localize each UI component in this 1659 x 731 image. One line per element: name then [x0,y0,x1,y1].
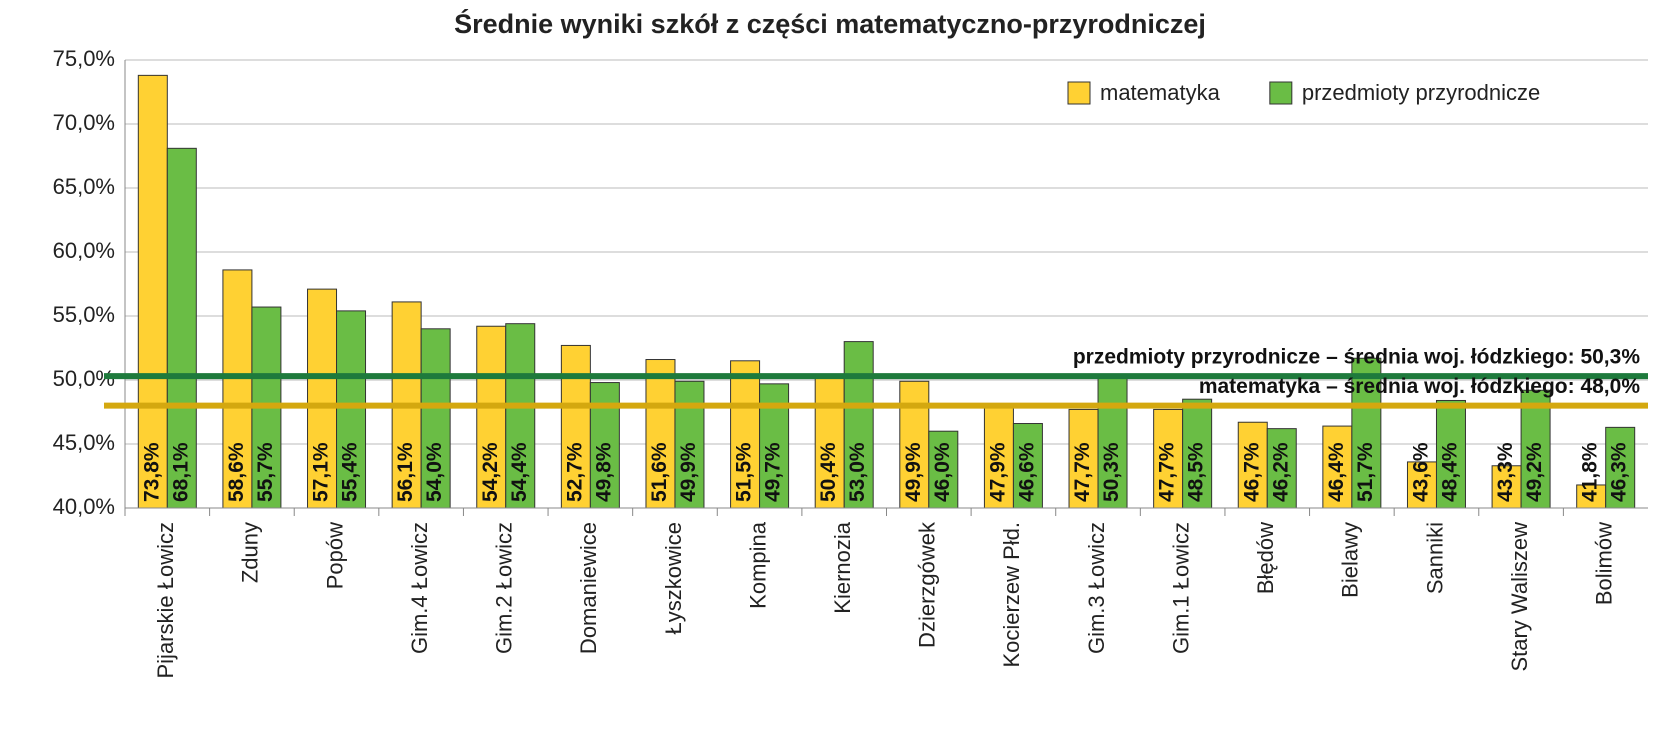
x-tick-label: Kocierzew Płd. [999,522,1024,668]
data-label: 46,2% [1269,442,1292,502]
x-tick-label: Gim.3 Łowicz [1084,522,1109,654]
data-label: 54,4% [508,442,531,502]
x-tick-label: Gim.4 Łowicz [407,522,432,654]
legend-swatch [1067,81,1091,105]
reference-label: matematyka – średnia woj. łódzkiego: 48,… [1199,375,1640,398]
x-tick-label: Popów [322,522,347,589]
data-label: 57,1% [310,442,333,502]
data-label: 68,1% [169,442,192,502]
data-label: 55,7% [254,442,277,502]
data-label: 50,4% [817,442,840,502]
data-label: 49,7% [762,442,785,502]
data-label: 48,5% [1185,442,1208,502]
bar [899,380,930,509]
data-label: 58,6% [225,442,248,502]
bar [476,325,507,509]
reference-label: przedmioty przyrodnicze – średnia woj. ł… [1073,346,1640,369]
bar [1012,423,1043,509]
data-label: 41,8% [1579,442,1602,502]
data-label: 43,3% [1494,442,1517,502]
data-label: 53,0% [846,442,869,502]
x-tick-label: Sanniki [1422,522,1447,594]
data-label: 48,4% [1439,442,1462,502]
y-tick-label: 70,0% [53,110,115,135]
data-label: 51,7% [1354,442,1377,502]
data-label: 46,3% [1608,442,1631,502]
data-label: 47,7% [1071,442,1094,502]
bar [1351,357,1382,509]
y-tick-label: 55,0% [53,302,115,327]
legend-label: matematyka [1100,80,1221,105]
bar [1097,375,1128,509]
data-label: 52,7% [563,442,586,502]
data-label: 49,9% [902,442,925,502]
data-label: 47,7% [1156,442,1179,502]
data-label: 73,8% [140,442,163,502]
x-tick-label: Bielawy [1338,522,1363,598]
bar [1605,426,1636,509]
bar [843,341,874,509]
x-tick-label: Gim.2 Łowicz [492,522,517,654]
y-tick-label: 75,0% [53,46,115,71]
bar [222,269,253,509]
bar [1491,465,1522,509]
data-label: 55,4% [339,442,362,502]
y-tick-label: 60,0% [53,238,115,263]
data-label: 54,2% [479,442,502,502]
data-label: 51,6% [648,442,671,502]
data-label: 49,8% [592,442,615,502]
data-label: 46,7% [1240,442,1263,502]
x-tick-label: Kompina [745,521,770,609]
x-tick-label: Domaniewice [576,522,601,654]
y-tick-label: 65,0% [53,174,115,199]
legend-label: przedmioty przyrodnicze [1302,80,1540,105]
x-tick-label: Gim.1 Łowicz [1168,522,1193,654]
x-tick-label: Stary Waliszew [1507,522,1532,672]
data-label: 43,6% [1410,442,1433,502]
y-tick-label: 40,0% [53,494,115,519]
y-tick-label: 45,0% [53,430,115,455]
data-label: 51,5% [733,442,756,502]
data-label: 46,6% [1015,442,1038,502]
data-label: 49,9% [677,442,700,502]
data-label: 46,4% [1325,442,1348,502]
data-label: 56,1% [394,442,417,502]
bar [1520,389,1551,509]
data-label: 47,9% [986,442,1009,502]
bar [1435,399,1466,509]
x-tick-label: Dzierzgówek [915,521,940,648]
x-tick-label: Bolimów [1592,522,1617,605]
data-label: 50,3% [1100,442,1123,502]
x-tick-label: Zduny [238,522,263,583]
data-label: 46,0% [931,442,954,502]
x-tick-label: Kiernozia [830,521,855,613]
bar [674,380,705,509]
x-tick-label: Łyszkowice [661,522,686,634]
chart-title: Średnie wyniki szkół z części matematycz… [454,8,1206,39]
x-tick-label: Błędów [1253,522,1278,594]
bar [814,374,845,509]
data-label: 49,2% [1523,442,1546,502]
legend-swatch [1269,81,1293,105]
data-label: 54,0% [423,442,446,502]
x-tick-label: Pijarskie Łowicz [153,522,178,679]
